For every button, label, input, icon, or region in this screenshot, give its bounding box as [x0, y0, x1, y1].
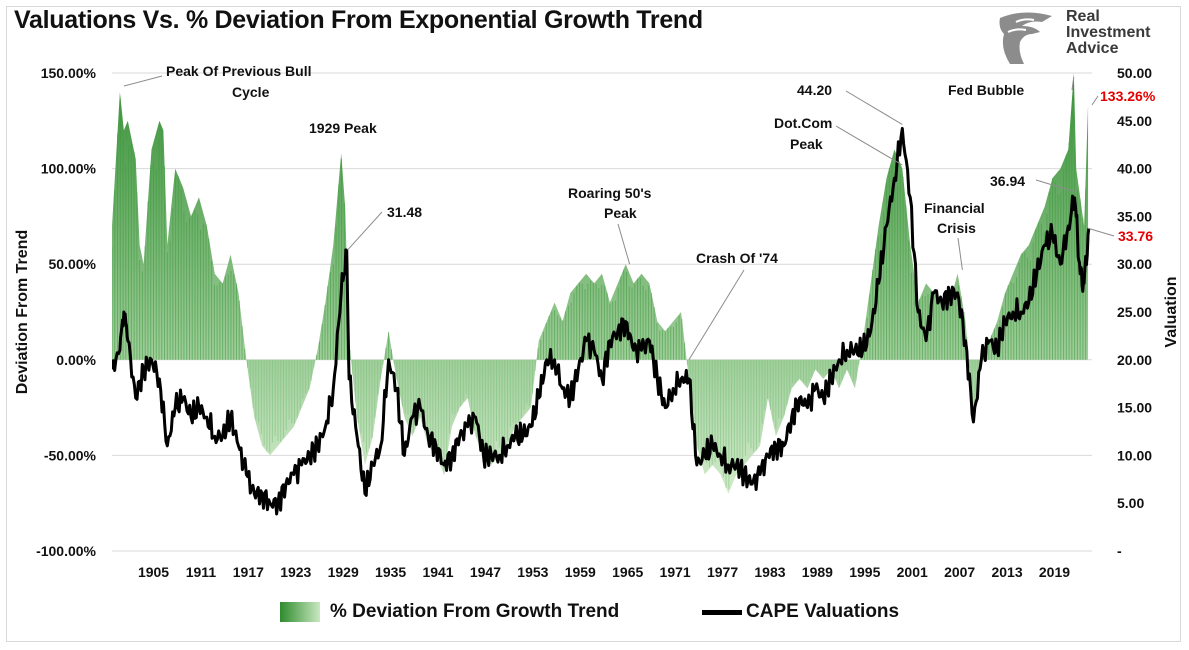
annotation-financial-crisis-2: Crisis: [937, 220, 976, 236]
chart-title: Valuations Vs. % Deviation From Exponent…: [14, 6, 703, 34]
annotation-dotcom-2: Peak: [790, 136, 823, 152]
cape-line: [112, 126, 1091, 516]
left-tick-label: -50.00%: [44, 447, 97, 463]
annotation-44-20: 44.20: [797, 82, 832, 98]
x-tick-label: 1977: [707, 564, 738, 580]
annotation-leader: [123, 75, 163, 87]
legend-swatch-line: [702, 609, 742, 615]
annotation-33-76: 33.76: [1118, 228, 1153, 244]
legend-item-deviation: % Deviation From Growth Trend: [280, 601, 619, 623]
right-tick-label: 50.00: [1117, 65, 1152, 81]
right-tick-label: 5.00: [1117, 495, 1144, 511]
legend-swatch-area: [280, 602, 320, 622]
annotation-133-26: 133.26%: [1100, 88, 1156, 104]
right-tick-label: 40.00: [1117, 161, 1152, 177]
x-tick-label: 1947: [470, 564, 501, 580]
left-tick-label: 100.00%: [41, 161, 97, 177]
x-tick-label: 1905: [138, 564, 169, 580]
annotation-leader: [835, 125, 903, 166]
legend: % Deviation From Growth Trend CAPE Valua…: [0, 601, 1189, 629]
logo-line-2: Investment: [1066, 24, 1151, 41]
logo-line-3: Advice: [1066, 40, 1119, 57]
logo-text: Real Investment Advice: [1066, 9, 1150, 57]
legend-item-cape: CAPE Valuations: [702, 601, 899, 623]
x-tick-label: 2013: [991, 564, 1022, 580]
left-tick-label: -100.00%: [36, 543, 96, 559]
right-tick-label: 20.00: [1117, 352, 1152, 368]
x-tick-label: 2001: [897, 564, 928, 580]
right-tick-label: -: [1117, 543, 1122, 559]
x-tick-label: 1941: [422, 564, 453, 580]
annotation-roaring-50s: Roaring 50's: [568, 185, 652, 201]
left-tick-label: 50.00%: [49, 256, 97, 272]
annotation-crash-74: Crash Of '74: [696, 250, 778, 266]
left-tick-label: 150.00%: [41, 65, 97, 81]
right-tick-label: 15.00: [1117, 400, 1152, 416]
x-tick-label: 1929: [328, 564, 359, 580]
right-tick-label: 25.00: [1117, 304, 1152, 320]
annotation-fed-bubble: Fed Bubble: [948, 82, 1024, 98]
legend-label-deviation: % Deviation From Growth Trend: [330, 601, 620, 622]
x-tick-label: 2007: [944, 564, 975, 580]
annotation-leader: [347, 211, 383, 251]
annotation-1929-peak: 1929 Peak: [309, 120, 377, 136]
annotation-dotcom: Dot.Com: [774, 115, 832, 131]
right-tick-label: 35.00: [1117, 208, 1152, 224]
x-tick-label: 1959: [565, 564, 596, 580]
logo: [994, 8, 1184, 66]
y-axis-title-left: Deviation From Trend: [14, 230, 31, 394]
legend-label-cape: CAPE Valuations: [746, 601, 900, 622]
annotation-31-48: 31.48: [387, 204, 422, 220]
annotation-financial-crisis: Financial: [924, 200, 985, 216]
annotation-36-94: 36.94: [990, 173, 1025, 189]
x-tick-label: 1983: [754, 564, 785, 580]
x-tick-label: 1965: [612, 564, 643, 580]
x-tick-label: 1971: [660, 564, 691, 580]
x-tick-label: 1917: [233, 564, 264, 580]
annotation-previous-bull-2: Cycle: [232, 84, 270, 100]
deviation-area: [112, 73, 1089, 494]
annotation-leader: [1087, 227, 1115, 237]
annotation-leader: [688, 269, 745, 361]
annotation-leader: [845, 90, 903, 125]
y-axis-title-right: Valuation: [1163, 276, 1180, 347]
left-tick-label: 0.00%: [56, 352, 96, 368]
annotation-leader: [617, 223, 631, 265]
annotation-previous-bull: Peak Of Previous Bull: [166, 63, 312, 79]
right-tick-label: 30.00: [1117, 256, 1152, 272]
x-tick-label: 1989: [802, 564, 833, 580]
x-tick-label: 1953: [517, 564, 548, 580]
x-tick-label: 1935: [375, 564, 406, 580]
annotation-roaring-50s-2: Peak: [604, 205, 637, 221]
x-tick-label: 2019: [1039, 564, 1070, 580]
logo-line-1: Real: [1066, 8, 1100, 25]
annotation-leader: [1071, 76, 1075, 91]
right-tick-label: 45.00: [1117, 113, 1152, 129]
eagle-logo-icon: [999, 12, 1052, 65]
annotation-leader: [1035, 179, 1076, 193]
x-tick-label: 1995: [849, 564, 880, 580]
x-tick-label: 1911: [186, 564, 217, 580]
annotation-leader: [1091, 95, 1099, 106]
annotation-leader: [957, 237, 963, 271]
right-tick-label: 10.00: [1117, 447, 1152, 463]
x-tick-label: 1923: [280, 564, 311, 580]
